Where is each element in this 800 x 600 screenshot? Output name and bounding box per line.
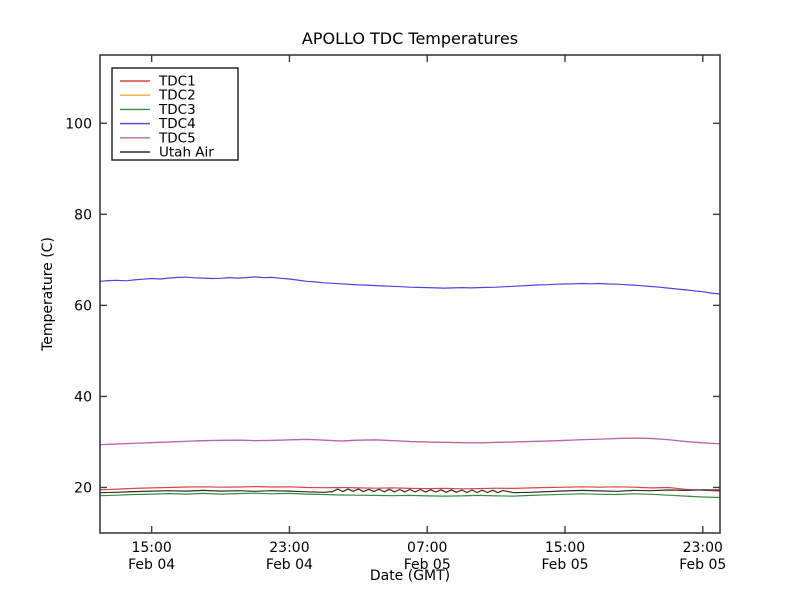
legend-label: TDC2 <box>158 88 196 104</box>
x-tick-label-time: 23:00 <box>269 540 309 556</box>
plot-series-area <box>100 276 720 499</box>
y-tick-label: 100 <box>65 116 92 132</box>
series-line-tdc1 <box>100 486 720 492</box>
axes-frame <box>99 54 721 534</box>
x-tick-label-time: 07:00 <box>407 540 447 556</box>
legend-label: TDC1 <box>158 74 196 90</box>
legend-label: TDC4 <box>158 116 196 132</box>
y-axis-label: Temperature (C) <box>40 237 56 352</box>
x-tick-label-date: Feb 05 <box>404 557 451 573</box>
y-tick-label: 40 <box>74 389 92 405</box>
chart-title: APOLLO TDC Temperatures <box>302 29 518 48</box>
x-axis-label: Date (GMT) <box>370 568 450 584</box>
x-tick-label-time: 15:00 <box>131 540 171 556</box>
y-tick-label: 20 <box>74 480 92 496</box>
x-tick-label-time: 23:00 <box>683 540 723 556</box>
y-tick-label: 80 <box>74 207 92 223</box>
x-tick-label-date: Feb 05 <box>679 557 726 573</box>
series-line-tdc5 <box>100 437 720 446</box>
legend-box <box>111 67 239 161</box>
series-line-tdc3 <box>100 492 720 499</box>
x-tick-label-date: Feb 04 <box>266 557 313 573</box>
y-tick-labels: 20 40 60 80 100 <box>65 116 92 496</box>
axis-ticks <box>100 55 720 533</box>
x-tick-label-time: 15:00 <box>545 540 585 556</box>
series-line-utah-air <box>100 488 720 494</box>
y-tick-label: 60 <box>74 298 92 314</box>
series-line-tdc4 <box>100 276 720 295</box>
legend-label: TDC3 <box>158 102 196 118</box>
x-tick-label-date: Feb 05 <box>541 557 588 573</box>
x-tick-label-date: Feb 04 <box>128 557 175 573</box>
legend-label: TDC5 <box>158 130 196 146</box>
legend-label: Utah Air <box>159 145 214 161</box>
